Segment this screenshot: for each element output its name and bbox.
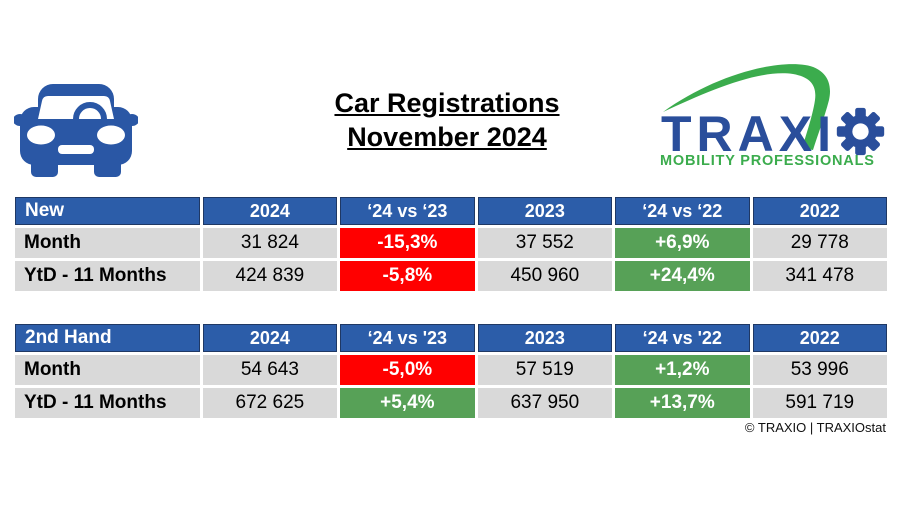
table-row: YtD - 11 Months 424 839 -5,8% 450 960 +24,4%… — [15, 261, 887, 291]
second-hand-cars-table: 2nd Hand 2024 ‘24 vs '23 2023 ‘24 vs '22… — [12, 321, 890, 421]
row-label: Month — [15, 355, 200, 385]
value-cell: 672 625 — [202, 388, 338, 418]
gear-icon — [836, 107, 885, 156]
table-header-row: 2nd Hand 2024 ‘24 vs '23 2023 ‘24 vs '22… — [15, 324, 887, 352]
column-header: ‘24 vs '23 — [340, 324, 475, 352]
column-header: 2023 — [477, 197, 613, 225]
delta-cell: +5,4% — [340, 388, 475, 418]
delta-cell: +24,4% — [615, 261, 750, 291]
swoosh-icon — [663, 64, 830, 150]
title-line-1: Car Registrations — [334, 88, 560, 118]
column-header: ‘24 vs ‘23 — [340, 197, 475, 225]
column-header: ‘24 vs ‘22 — [615, 197, 750, 225]
value-cell: 57 519 — [477, 355, 613, 385]
row-label: YtD - 11 Months — [15, 261, 200, 291]
table-row: Month 31 824 -15,3% 37 552 +6,9% 29 778 — [15, 228, 887, 258]
column-header: 2022 — [752, 197, 887, 225]
value-cell: 424 839 — [202, 261, 338, 291]
column-header: 2024 — [202, 324, 338, 352]
value-cell: 54 643 — [202, 355, 338, 385]
delta-cell: -5,0% — [340, 355, 475, 385]
value-cell: 29 778 — [752, 228, 887, 258]
logo-tagline: MOBILITY PROFESSIONALS — [660, 153, 875, 169]
column-header: 2023 — [477, 324, 613, 352]
delta-cell: -15,3% — [340, 228, 475, 258]
value-cell: 37 552 — [477, 228, 613, 258]
value-cell: 450 960 — [477, 261, 613, 291]
value-cell: 341 478 — [752, 261, 887, 291]
title-line-2: November 2024 — [347, 122, 547, 152]
table-row: YtD - 11 Months 672 625 +5,4% 637 950 +13,7%… — [15, 388, 887, 418]
value-cell: 53 996 — [752, 355, 887, 385]
table-header-row: New 2024 ‘24 vs ‘23 2023 ‘24 vs ‘22 2022 — [15, 197, 887, 225]
new-cars-table: New 2024 ‘24 vs ‘23 2023 ‘24 vs ‘22 2022… — [12, 194, 890, 294]
row-label: YtD - 11 Months — [15, 388, 200, 418]
row-label: Month — [15, 228, 200, 258]
page-title: Car Registrations November 2024 — [262, 86, 632, 154]
table-title: 2nd Hand — [15, 324, 200, 352]
delta-cell: +6,9% — [615, 228, 750, 258]
copyright-credit: © TRAXIO | TRAXIOstat — [744, 420, 886, 435]
value-cell: 31 824 — [202, 228, 338, 258]
table-title: New — [15, 197, 200, 225]
column-header: 2024 — [202, 197, 338, 225]
value-cell: 637 950 — [477, 388, 613, 418]
traxio-logo: TRAXI MOBILITY PROFESSIONALS — [655, 52, 897, 177]
logo-wordmark: TRAXI — [661, 106, 836, 162]
column-header: 2022 — [752, 324, 887, 352]
value-cell: 591 719 — [752, 388, 887, 418]
table-row: Month 54 643 -5,0% 57 519 +1,2% 53 996 — [15, 355, 887, 385]
car-icon — [14, 84, 138, 177]
delta-cell: +1,2% — [615, 355, 750, 385]
column-header: ‘24 vs '22 — [615, 324, 750, 352]
delta-cell: -5,8% — [340, 261, 475, 291]
delta-cell: +13,7% — [615, 388, 750, 418]
